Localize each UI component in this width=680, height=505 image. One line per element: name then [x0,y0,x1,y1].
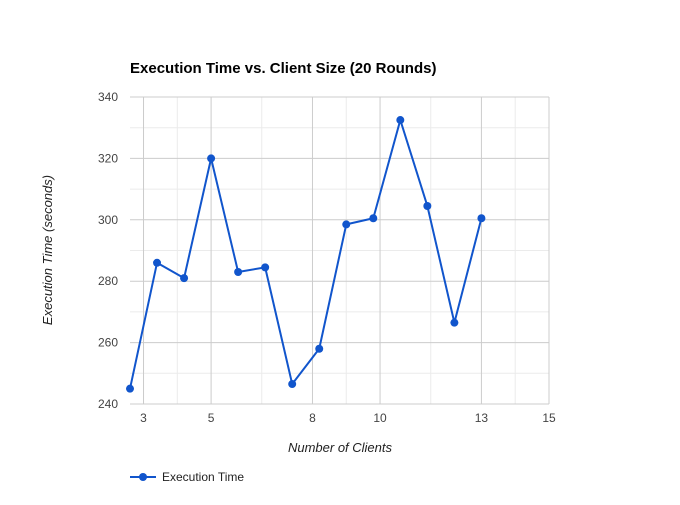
data-point [450,318,459,327]
data-point [423,201,432,210]
y-tick-label: 340 [98,90,118,104]
chart-title: Execution Time vs. Client Size (20 Round… [130,60,436,77]
y-tick-label: 300 [98,213,118,227]
data-point [315,344,324,353]
x-tick-label: 13 [475,411,489,425]
y-tick-label: 240 [98,397,118,411]
x-tick-label: 3 [140,411,147,425]
y-tick-label: 260 [98,336,118,350]
legend-label: Execution Time [162,470,244,484]
data-point [207,154,216,163]
data-point [342,220,351,229]
x-tick-label: 15 [542,411,556,425]
y-axis-title: Execution Time (seconds) [40,175,55,325]
y-tick-label: 320 [98,151,118,165]
grid-layer [130,96,550,405]
data-point [180,274,189,283]
x-tick-label: 10 [373,411,387,425]
x-tick-label: 8 [309,411,316,425]
data-point [369,214,378,223]
legend: Execution Time [130,470,244,484]
y-tick-label: 280 [98,274,118,288]
data-point [288,380,297,389]
data-point [234,267,243,276]
data-point [396,116,405,125]
tick-layer: 240 260 280 300 320 340 3 5 8 10 13 15 [98,90,556,425]
data-point [126,384,134,393]
x-tick-label: 5 [208,411,215,425]
series-layer [126,116,486,393]
x-axis-title: Number of Clients [288,440,393,455]
series-line [129,119,483,389]
legend-marker [139,473,147,481]
data-point [477,214,486,223]
data-point [153,258,162,267]
data-point [261,263,270,272]
